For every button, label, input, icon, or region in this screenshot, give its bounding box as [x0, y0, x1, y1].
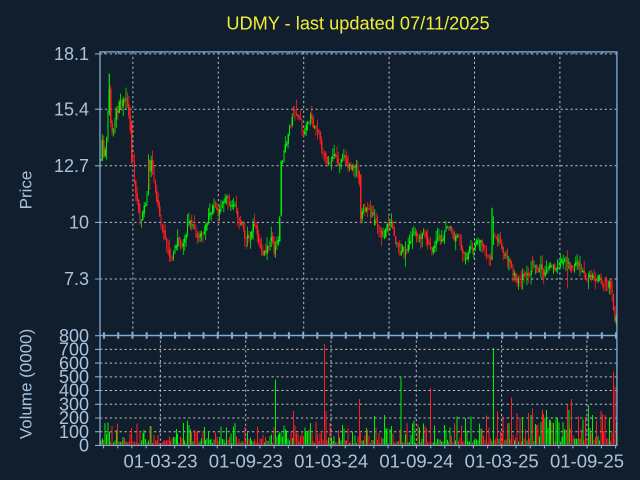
- svg-text:400: 400: [59, 381, 89, 401]
- svg-text:01-09-23: 01-09-23: [209, 451, 283, 472]
- svg-text:01-09-25: 01-09-25: [550, 451, 624, 472]
- svg-text:01-03-24: 01-03-24: [294, 451, 368, 472]
- svg-text:7.3: 7.3: [64, 269, 89, 289]
- svg-text:01-03-23: 01-03-23: [123, 451, 197, 472]
- svg-text:01-03-25: 01-03-25: [465, 451, 539, 472]
- svg-text:500: 500: [59, 367, 89, 387]
- svg-text:100: 100: [59, 422, 89, 442]
- svg-text:15.4: 15.4: [54, 99, 89, 119]
- svg-text:01-09-24: 01-09-24: [379, 451, 453, 472]
- svg-text:Volume (0000): Volume (0000): [17, 329, 36, 440]
- svg-text:200: 200: [59, 408, 89, 428]
- svg-text:12.7: 12.7: [54, 156, 89, 176]
- svg-text:18.1: 18.1: [54, 44, 89, 64]
- svg-text:0: 0: [79, 436, 89, 456]
- svg-text:800: 800: [59, 326, 89, 346]
- svg-text:600: 600: [59, 353, 89, 373]
- svg-text:300: 300: [59, 395, 89, 415]
- svg-text:UDMY - last updated 07/11/2025: UDMY - last updated 07/11/2025: [226, 14, 489, 34]
- svg-text:Price: Price: [17, 171, 36, 210]
- svg-text:10: 10: [69, 213, 89, 233]
- svg-text:700: 700: [59, 340, 89, 360]
